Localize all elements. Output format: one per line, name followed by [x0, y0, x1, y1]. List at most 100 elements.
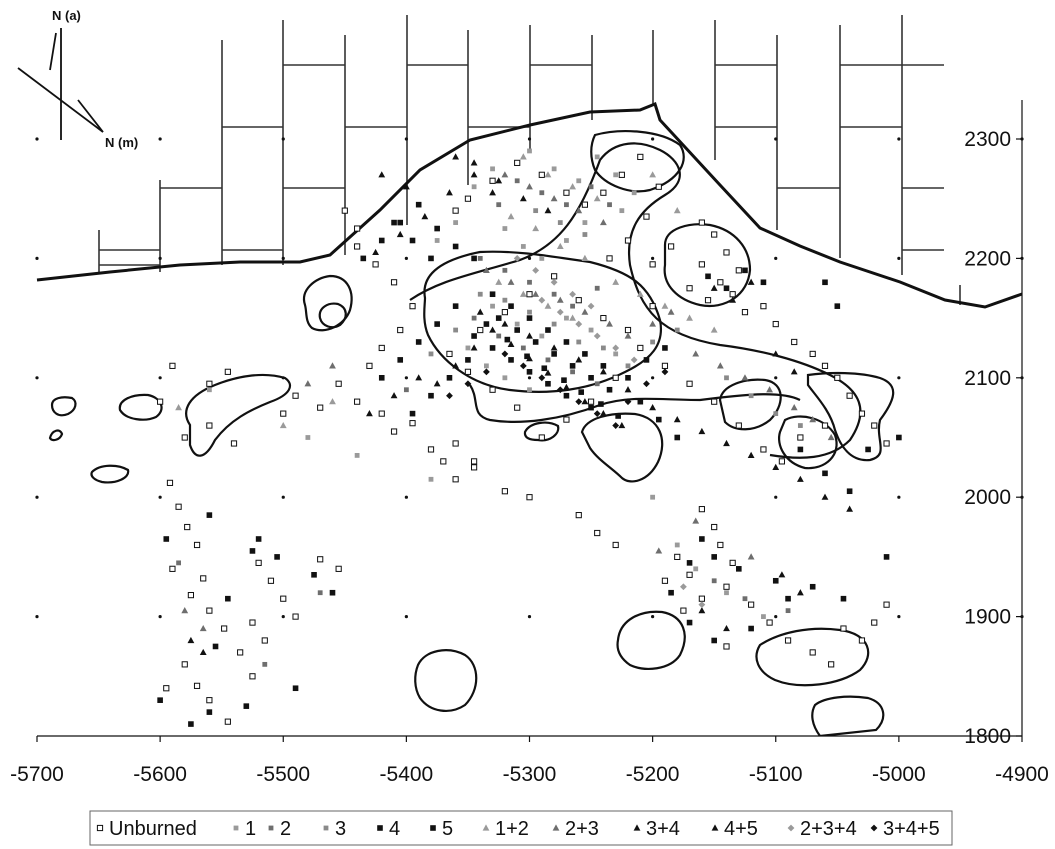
data-point — [686, 571, 693, 578]
data-point — [673, 207, 681, 214]
data-point — [477, 256, 483, 261]
data-point — [317, 404, 324, 411]
data-point — [785, 608, 791, 614]
data-point — [569, 314, 576, 321]
data-point — [594, 529, 601, 537]
data-point — [624, 386, 632, 393]
data-point — [520, 244, 526, 249]
data-point — [184, 523, 191, 531]
data-point — [421, 213, 429, 220]
data-point — [545, 357, 551, 363]
data-point — [519, 290, 527, 297]
data-point — [711, 578, 717, 584]
data-point — [723, 439, 730, 447]
data-point — [711, 398, 718, 405]
data-point — [533, 208, 539, 214]
data-point — [598, 401, 604, 407]
data-point — [717, 541, 724, 549]
data-point — [797, 446, 804, 453]
data-point — [501, 350, 509, 358]
data-point — [526, 355, 533, 362]
data-point — [883, 601, 890, 608]
data-point — [507, 340, 515, 347]
grid-dot — [158, 615, 162, 619]
data-point — [495, 278, 503, 285]
data-point — [563, 383, 570, 390]
data-point — [181, 434, 188, 441]
data-point — [206, 709, 213, 715]
data-point — [544, 369, 552, 376]
x-tick-label: -5700 — [10, 763, 64, 786]
data-point — [624, 398, 632, 406]
data-point — [464, 368, 472, 375]
data-point — [631, 190, 637, 196]
grid-dot — [35, 495, 39, 499]
grid-dot — [35, 137, 39, 141]
data-point — [508, 357, 514, 363]
data-point — [704, 297, 712, 304]
data-point — [747, 553, 755, 560]
data-point — [452, 303, 459, 309]
data-point — [434, 321, 440, 327]
data-point — [556, 386, 564, 394]
data-point — [544, 302, 552, 309]
data-point — [539, 333, 545, 339]
x-tick-label: -5400 — [380, 763, 434, 786]
data-point — [538, 296, 546, 304]
series-3 — [428, 208, 803, 428]
data-point — [292, 613, 299, 620]
data-point — [551, 166, 557, 172]
data-point — [649, 404, 657, 411]
data-point — [519, 362, 527, 370]
shoreline — [36, 102, 1023, 309]
data-point — [846, 488, 853, 495]
data-point — [409, 410, 416, 417]
data-point — [551, 273, 558, 280]
data-point — [360, 255, 367, 262]
data-point — [827, 433, 835, 441]
compass-rose — [17, 28, 104, 140]
data-point — [693, 566, 699, 572]
data-point — [760, 279, 767, 286]
data-point — [570, 303, 575, 309]
data-point — [796, 589, 804, 596]
data-point — [661, 368, 669, 376]
grid-dot — [897, 376, 901, 380]
legend-label: 3+4+5 — [883, 818, 940, 840]
data-point — [279, 421, 287, 429]
data-point — [550, 195, 558, 202]
data-point — [741, 374, 749, 381]
data-point — [391, 219, 397, 226]
data-point — [637, 398, 644, 405]
legend-marker — [268, 825, 274, 831]
data-point — [501, 488, 508, 495]
data-point — [446, 189, 453, 196]
legend-label: 3+4 — [646, 818, 680, 840]
data-point — [828, 661, 835, 668]
data-point — [747, 451, 755, 459]
data-point — [615, 413, 621, 419]
data-point — [637, 344, 644, 352]
grid-dot — [158, 495, 162, 499]
data-point — [193, 682, 201, 689]
data-point — [452, 362, 460, 369]
legend-marker — [633, 824, 641, 831]
data-point — [858, 410, 866, 417]
data-point — [588, 184, 594, 190]
data-point — [741, 309, 749, 316]
series-0 — [157, 153, 890, 725]
data-point — [532, 339, 539, 345]
data-point — [809, 649, 816, 656]
grid-dot — [404, 615, 408, 619]
data-point — [446, 375, 453, 381]
data-point — [378, 375, 385, 381]
legend-marker — [711, 824, 719, 831]
data-point — [428, 476, 434, 482]
data-point — [409, 237, 416, 244]
data-point — [582, 220, 588, 225]
data-point — [354, 243, 361, 250]
data-point — [576, 339, 582, 345]
data-point — [871, 422, 878, 429]
data-point — [581, 201, 589, 208]
data-point — [157, 697, 163, 703]
